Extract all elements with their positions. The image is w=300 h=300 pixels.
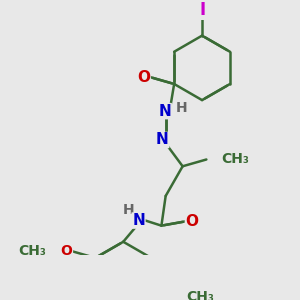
Text: O: O bbox=[137, 70, 150, 85]
Text: CH₃: CH₃ bbox=[18, 244, 46, 258]
Text: O: O bbox=[185, 214, 199, 229]
Text: N: N bbox=[132, 213, 145, 228]
Text: CH₃: CH₃ bbox=[222, 152, 250, 167]
Text: N: N bbox=[156, 133, 169, 148]
Text: N: N bbox=[158, 103, 171, 118]
Text: H: H bbox=[122, 203, 134, 218]
Text: H: H bbox=[176, 101, 188, 115]
Text: CH₃: CH₃ bbox=[186, 290, 214, 300]
Text: I: I bbox=[199, 1, 205, 19]
Text: O: O bbox=[61, 244, 72, 258]
